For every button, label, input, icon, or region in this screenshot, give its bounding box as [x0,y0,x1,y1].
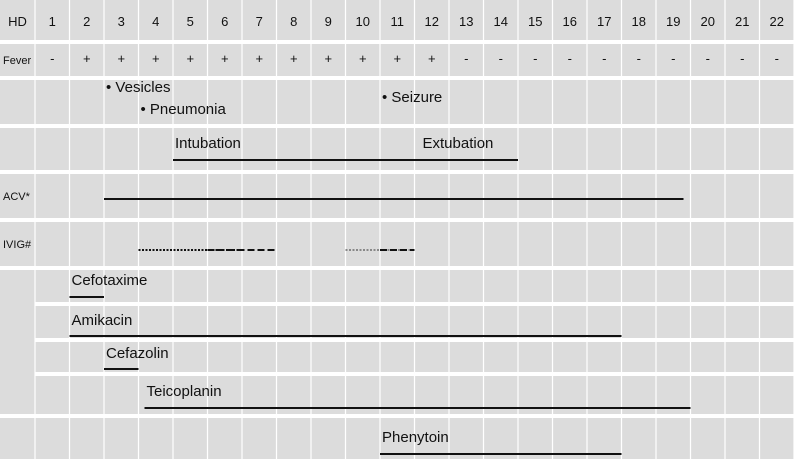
drug-label: Teicoplanin [147,383,222,400]
drug-label: Amikacin [72,312,133,329]
day-label: 18 [632,14,646,29]
row-gridline [0,414,794,418]
fever-sign: + [428,51,436,66]
day-label: 17 [597,14,611,29]
row-label-fever: Fever [3,55,31,67]
drug-label: Cefotaxime [72,272,148,289]
day-label: 22 [770,14,784,29]
fever-sign: + [186,51,194,66]
row-gridline [0,40,794,44]
row-gridline [0,218,794,222]
day-label: 13 [459,14,473,29]
fever-sign: + [290,51,298,66]
row-gridline [0,266,794,270]
day-label: 7 [256,14,263,29]
row-gridline [0,76,794,80]
day-label: 9 [325,14,332,29]
fever-sign: + [221,51,229,66]
event-label: • Vesicles [106,79,170,96]
day-label: 12 [425,14,439,29]
fever-sign: + [324,51,332,66]
day-label: 20 [701,14,715,29]
day-label: 5 [187,14,194,29]
day-label: 2 [83,14,90,29]
fever-sign: - [499,51,503,66]
row-label-acv: ACV* [3,191,31,203]
fever-sign: + [152,51,160,66]
fever-sign: - [671,51,675,66]
fever-sign: - [602,51,606,66]
event-label: • Seizure [382,89,442,106]
fever-sign: - [706,51,710,66]
extubation-label: Extubation [423,135,494,152]
fever-sign: + [117,51,125,66]
header-label: HD [8,14,27,29]
day-label: 4 [152,14,159,29]
fever-sign: + [83,51,91,66]
day-label: 15 [528,14,542,29]
day-label: 6 [221,14,228,29]
fever-sign: + [359,51,367,66]
fever-sign: - [775,51,779,66]
day-label: 8 [290,14,297,29]
row-gridline [0,170,794,174]
fever-sign: - [533,51,537,66]
day-label: 1 [49,14,56,29]
fever-sign: - [568,51,572,66]
fever-sign: - [50,51,54,66]
drug-label: Cefazolin [106,345,169,362]
day-label: 14 [494,14,508,29]
fever-sign: + [255,51,263,66]
row-gridline [0,124,794,128]
day-label: 10 [356,14,370,29]
fever-sign: + [393,51,401,66]
event-label: • Pneumonia [141,101,227,118]
drug-label: Phenytoin [382,429,449,446]
day-label: 19 [666,14,680,29]
fever-sign: - [464,51,468,66]
day-label: 3 [118,14,125,29]
intubation-label: Intubation [175,135,241,152]
day-label: 16 [563,14,577,29]
day-label: 21 [735,14,749,29]
fever-sign: - [740,51,744,66]
day-label: 11 [391,14,405,29]
row-label-ivig: IVIG# [3,239,32,251]
fever-sign: - [637,51,641,66]
